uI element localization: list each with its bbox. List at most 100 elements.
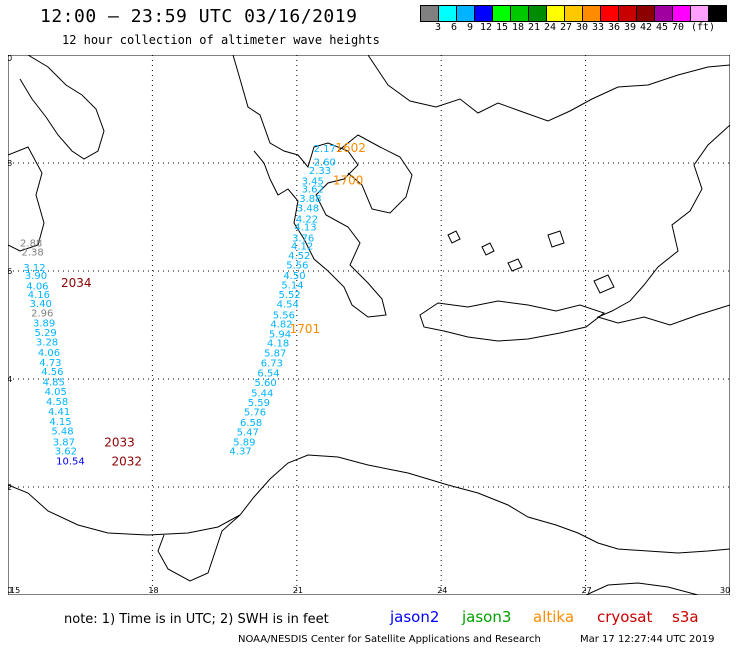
wave-height-value: 3.40 — [30, 299, 52, 310]
page-title: 12:00 – 23:59 UTC 03/16/2019 — [40, 6, 358, 27]
scale-swatch — [672, 5, 691, 22]
lat-lon-grid — [8, 55, 730, 595]
wave-height-value: 6.73 — [261, 359, 283, 370]
wave-height-value: 2.38 — [21, 247, 43, 258]
wave-height-value: 4.54 — [277, 300, 299, 311]
wave-height-value: 5.76 — [244, 408, 266, 419]
wave-height-value: 4.05 — [45, 387, 67, 398]
turkey-west-coast — [596, 124, 730, 326]
satellite-name: s3a — [672, 608, 699, 626]
cyclades-island — [447, 230, 461, 244]
scale-label: 3 — [434, 22, 442, 33]
wave-height-value: 3.62 — [55, 447, 77, 458]
wave-height-value: 4.22 — [296, 214, 318, 225]
wave-height-value: 5.56 — [286, 260, 308, 271]
wave-height-value: 5.87 — [264, 348, 286, 359]
pass-time-label: 1602 — [335, 141, 366, 155]
pass-time-label: 2033 — [104, 436, 135, 450]
wave-height-value: 4.56 — [41, 367, 63, 378]
credit-line: NOAA/NESDIS Center for Satellite Applica… — [238, 634, 541, 645]
scale-label: 6 — [450, 22, 458, 33]
wave-height-value: 3.12 — [23, 263, 45, 274]
wave-height-value: 4.13 — [294, 223, 316, 234]
pass-time-label: 2032 — [111, 454, 142, 468]
footer-note: note: 1) Time is in UTC; 2) SWH is in fe… — [64, 612, 329, 627]
wave-height-value: 5.56 — [273, 311, 295, 322]
altimeter-map: 30 32 34 36 38 40 15 18 21 24 27 30 2.882.38 3.123.9… — [8, 55, 730, 595]
wave-height-value: 4.41 — [48, 407, 70, 418]
scale-swatch — [438, 5, 457, 22]
wave-height-value: 4.16 — [28, 290, 50, 301]
altimeter-tracks: 2.882.383.123.904.064.163.402.963.895.29… — [20, 141, 366, 468]
wave-height-value: 4.15 — [49, 417, 71, 428]
scale-swatch — [690, 5, 709, 22]
scale-label: 39 — [623, 22, 637, 33]
wave-height-value: 4.82 — [270, 320, 292, 331]
scale-swatch — [546, 5, 565, 22]
wave-height-value: 5.52 — [279, 290, 301, 301]
scale-swatch — [564, 5, 583, 22]
wave-height-value: 3.48 — [297, 204, 319, 215]
scale-swatch — [492, 5, 511, 22]
lat-tick-label: 40 — [8, 55, 12, 63]
wave-height-value: 4.58 — [46, 397, 68, 408]
attica-coast — [337, 134, 413, 214]
gulf-of-sidra — [157, 514, 241, 582]
scale-swatch — [636, 5, 655, 22]
wave-height-value: 5.44 — [251, 388, 273, 399]
wave-height-value: 5.59 — [248, 398, 270, 409]
scale-swatch — [708, 5, 727, 22]
scale-label: 42 — [639, 22, 653, 33]
scale-label: 21 — [527, 22, 541, 33]
wave-height-value: 2.96 — [31, 308, 53, 319]
cyclades-island — [481, 242, 495, 256]
wave-height-value: 5.47 — [237, 428, 259, 439]
wave-height-color-scale: 3 6 9 12 15 18 21 24 27 30 33 36 39 42 45 70 (ft) — [420, 5, 727, 33]
wave-height-value: 4.06 — [38, 348, 60, 359]
scale-label: 36 — [607, 22, 621, 33]
pass-time-label: 2034 — [61, 276, 92, 290]
wave-height-value: 3.76 — [292, 233, 314, 244]
wave-height-value: 4.50 — [283, 271, 305, 282]
wave-height-value: 2.17 — [314, 144, 336, 155]
lon-tick-label: 27 — [582, 586, 592, 595]
scale-swatch — [456, 5, 475, 22]
egypt-coast — [585, 582, 699, 595]
scale-swatch — [474, 5, 493, 22]
page-subtitle: 12 hour collection of altimeter wave hei… — [62, 33, 380, 47]
scale-label: 45 — [655, 22, 669, 33]
satellite-name: jason3 — [462, 608, 512, 626]
lon-tick-label: 30 — [720, 586, 730, 595]
wave-height-value: 4.73 — [39, 358, 61, 369]
wave-height-value: 4.85 — [43, 377, 65, 388]
wave-height-value: 5.14 — [281, 280, 303, 291]
axis-tick-labels: 30 32 34 36 38 40 15 18 21 24 27 30 — [8, 55, 730, 595]
scale-label: 24 — [543, 22, 557, 33]
sicily-coast — [8, 146, 45, 252]
lon-tick-label: 21 — [293, 586, 303, 595]
wave-height-value: 5.48 — [51, 427, 73, 438]
generated-timestamp: Mar 17 12:27:44 UTC 2019 — [580, 634, 715, 645]
scale-unit: (ft) — [690, 22, 716, 33]
satellite-name: jason2 — [390, 608, 440, 626]
scale-swatch — [582, 5, 601, 22]
wave-height-value: 3.28 — [36, 338, 58, 349]
scale-swatch — [528, 5, 547, 22]
scale-label: 27 — [559, 22, 573, 33]
dodecanese-island — [547, 230, 565, 248]
libya-coast — [8, 454, 730, 554]
calabria-coast — [19, 55, 105, 160]
scale-swatch — [654, 5, 673, 22]
lat-tick-label: 32 — [8, 483, 12, 492]
wave-height-value: 3.90 — [25, 271, 47, 282]
lat-tick-label: 38 — [8, 159, 12, 168]
wave-height-value: 5.29 — [34, 328, 56, 339]
scale-swatch — [420, 5, 439, 22]
wave-height-value: 2.33 — [309, 166, 331, 177]
wave-height-value: 4.18 — [267, 339, 289, 350]
wave-height-value: 4.12 — [291, 241, 313, 252]
rhodes-island — [593, 274, 615, 294]
scale-label: 12 — [479, 22, 493, 33]
scale-labels: 3 6 9 12 15 18 21 24 27 30 33 36 39 42 45 70 (ft) — [421, 22, 740, 36]
pass-time-label: 1701 — [290, 322, 321, 336]
